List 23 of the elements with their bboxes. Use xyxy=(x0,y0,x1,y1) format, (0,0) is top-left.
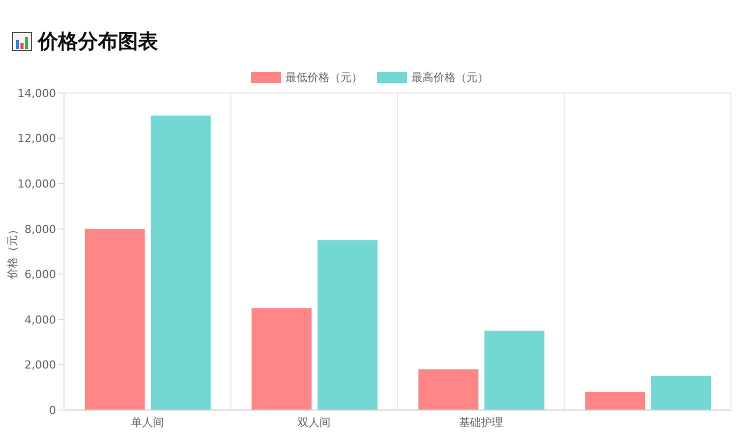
y-tick-label: 6,000 xyxy=(24,268,56,282)
y-tick-label: 12,000 xyxy=(18,132,56,146)
y-tick-label: 10,000 xyxy=(18,177,56,190)
bar xyxy=(418,369,478,410)
bar xyxy=(150,116,211,410)
x-tick-label: 基础护理 xyxy=(458,416,503,429)
y-tick-label: 2,000 xyxy=(24,358,56,372)
bar xyxy=(484,330,544,410)
x-tick-label: 单人间 xyxy=(130,416,164,429)
bar xyxy=(585,392,646,410)
legend-label: 最低价格（元） xyxy=(286,70,362,85)
bar xyxy=(252,308,312,410)
y-tick-label: 0 xyxy=(49,404,56,417)
bar xyxy=(651,376,712,410)
y-tick-label: 4,000 xyxy=(24,313,56,326)
x-tick-label: 双人间 xyxy=(298,416,331,429)
y-tick-label: 8,000 xyxy=(24,222,56,236)
y-axis-title: 价格（元） xyxy=(6,224,19,280)
y-tick-label: 14,000 xyxy=(18,86,56,100)
legend-label: 最高价格（元） xyxy=(412,70,488,85)
bar xyxy=(318,240,378,410)
chart-title: 价格分布图表 xyxy=(38,28,158,54)
bar xyxy=(84,228,145,410)
